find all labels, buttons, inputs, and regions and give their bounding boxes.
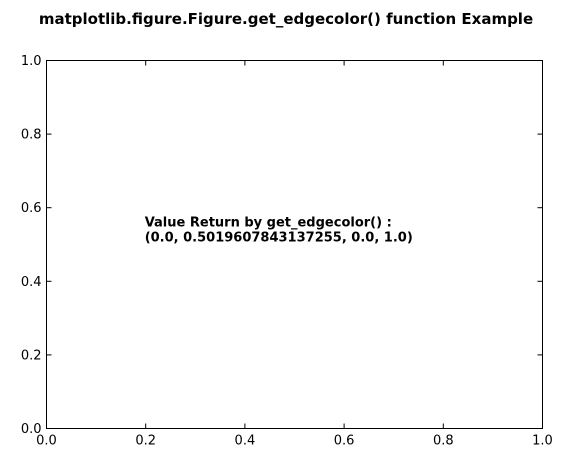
x-axis: 0.0 0.2 0.4 0.6 0.8 1.0 bbox=[36, 60, 553, 449]
y-tick-label: 0.4 bbox=[21, 275, 42, 290]
plot-area bbox=[46, 60, 543, 429]
x-tick-label: 0.6 bbox=[334, 434, 355, 449]
x-tick-label: 0.2 bbox=[135, 434, 156, 449]
y-axis: 0.0 0.2 0.4 0.6 0.8 1.0 bbox=[21, 54, 543, 437]
x-tick-label: 0.4 bbox=[235, 434, 256, 449]
x-tick-label: 1.0 bbox=[532, 434, 553, 449]
y-tick-label: 0.6 bbox=[21, 201, 42, 216]
x-tick-label: 0.8 bbox=[433, 434, 454, 449]
y-tick-label: 0.0 bbox=[21, 422, 42, 437]
annotation-line: (0.0, 0.5019607843137255, 0.0, 1.0) bbox=[145, 231, 413, 246]
y-tick-label: 1.0 bbox=[21, 54, 42, 69]
x-tick-label: 0.0 bbox=[36, 434, 57, 449]
y-tick-label: 0.8 bbox=[21, 128, 42, 143]
chart-title: matplotlib.figure.Figure.get_edgecolor()… bbox=[39, 10, 533, 28]
annotation-text: Value Return by get_edgecolor() : (0.0, 0… bbox=[145, 216, 413, 246]
annotation-line: Value Return by get_edgecolor() : bbox=[145, 216, 392, 231]
y-tick-label: 0.2 bbox=[21, 348, 42, 363]
